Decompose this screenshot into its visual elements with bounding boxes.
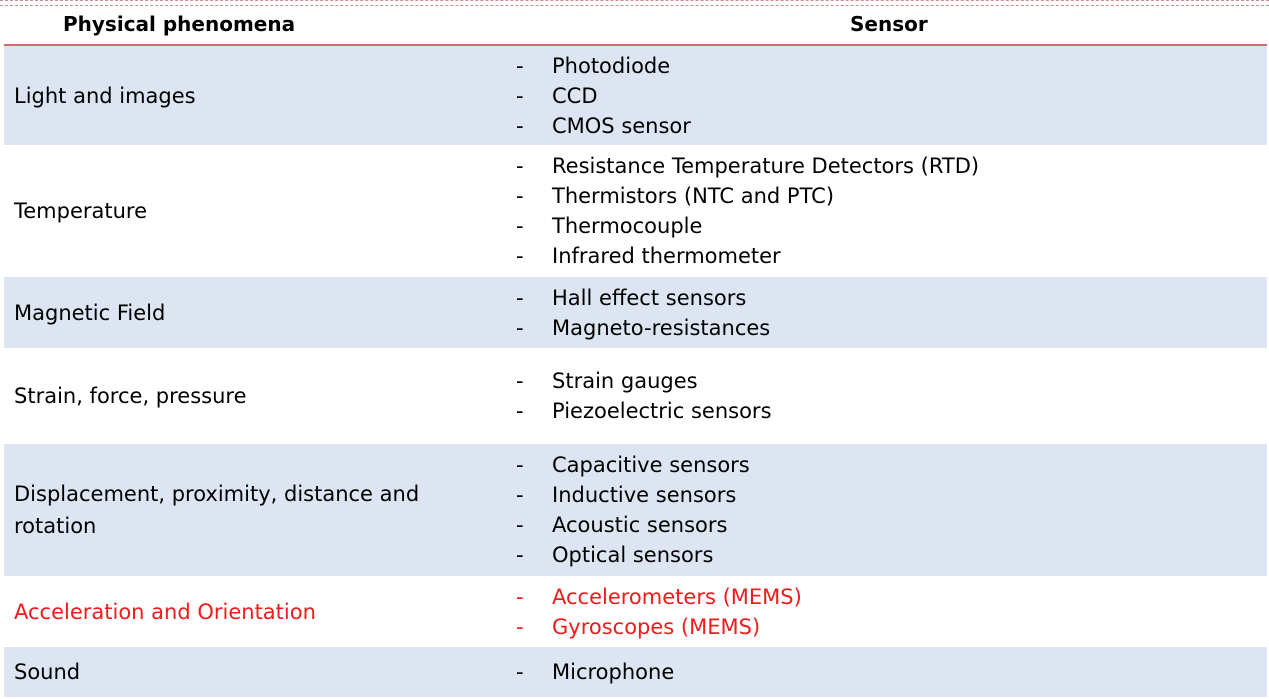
phenomenon-cell: Magnetic Field (4, 277, 506, 348)
bullet-dash: - (516, 285, 524, 310)
sensor-name: Thermistors (NTC and PTC) (552, 184, 835, 208)
list-item: - Microphone (506, 657, 1267, 687)
sensor-cell: - Hall effect sensors - Magneto-resistance… (506, 277, 1267, 348)
list-item: - Capacitive sensors (506, 450, 1267, 480)
table-row: Light and images - Photodiode - CCD - CMOS … (4, 45, 1267, 145)
sensor-name: Photodiode (552, 53, 671, 78)
bullet-dash: - (516, 184, 524, 208)
table-row: Magnetic Field - Hall effect sensors - Mag… (4, 277, 1267, 348)
bullet-dash: - (516, 513, 524, 537)
sensor-name: Accelerometers (MEMS) (552, 584, 802, 609)
sensor-name: Optical sensors (552, 543, 714, 567)
bullet-dash: - (516, 399, 524, 423)
list-item: - CMOS sensor (506, 111, 1267, 141)
phenomenon-cell: Strain, force, pressure (4, 348, 506, 444)
list-item: - Thermistors (NTC and PTC) (506, 181, 1267, 211)
list-item: - Optical sensors (506, 540, 1267, 570)
table-row: Strain, force, pressure - Strain gauges -… (4, 348, 1267, 444)
list-item: - Resistance Temperature Detectors (RTD) (506, 151, 1267, 181)
sensor-name: Acoustic sensors (552, 513, 728, 537)
sensor-name: Gyroscopes (MEMS) (552, 614, 761, 639)
list-item: - Acoustic sensors (506, 510, 1267, 540)
sensor-name: Magneto-resistances (552, 315, 771, 340)
bullet-dash: - (516, 53, 524, 78)
phenomenon-cell: Sound (4, 647, 506, 697)
list-item: - Piezoelectric sensors (506, 396, 1267, 426)
sensor-cell: - Microphone (506, 647, 1267, 697)
bullet-dash: - (516, 369, 524, 393)
sensor-cell: - Photodiode - CCD - CMOS sensor (506, 45, 1267, 145)
sensor-name: Microphone (552, 660, 675, 684)
sensor-cell: - Accelerometers (MEMS) - Gyroscopes (MEMS… (506, 576, 1267, 647)
sensor-name: Hall effect sensors (552, 285, 747, 310)
list-item: - Thermocouple (506, 211, 1267, 241)
bullet-dash: - (516, 483, 524, 507)
phenomenon-cell: Displacement, proximity, distance and ro… (4, 444, 506, 576)
bullet-dash: - (516, 543, 524, 567)
header-row: Physical phenomena Sensor (4, 4, 1267, 46)
sensor-name: Strain gauges (552, 369, 698, 393)
list-item: - Photodiode (506, 51, 1267, 81)
list-item: - Strain gauges (506, 366, 1267, 396)
phenomenon-cell: Light and images (4, 45, 506, 145)
list-item: - Inductive sensors (506, 480, 1267, 510)
header-sensor: Sensor (506, 4, 1267, 46)
sensor-name: CMOS sensor (552, 113, 691, 138)
table-row: Acceleration and Orientation - Accelerome… (4, 576, 1267, 647)
sensor-name: Thermocouple (552, 214, 703, 238)
bullet-dash: - (516, 315, 524, 340)
list-item: - Accelerometers (MEMS) (506, 582, 1267, 612)
bullet-dash: - (516, 614, 524, 639)
sensor-table: Physical phenomena Sensor Light and imag… (4, 4, 1267, 697)
sensor-name: Infrared thermometer (552, 244, 781, 268)
sensor-name: Piezoelectric sensors (552, 399, 772, 423)
header-physical-phenomena: Physical phenomena (4, 4, 506, 46)
table-row: Sound - Microphone (4, 647, 1267, 697)
bullet-dash: - (516, 154, 524, 178)
table-row: Temperature - Resistance Temperature Dete… (4, 145, 1267, 277)
sensor-cell: - Resistance Temperature Detectors (RTD) … (506, 145, 1267, 277)
phenomenon-cell: Temperature (4, 145, 506, 277)
bullet-dash: - (516, 244, 524, 268)
list-item: - Infrared thermometer (506, 241, 1267, 271)
bullet-dash: - (516, 83, 524, 108)
bullet-dash: - (516, 660, 524, 684)
sensor-cell: - Strain gauges - Piezoelectric sensors (506, 348, 1267, 444)
table-row: Displacement, proximity, distance and ro… (4, 444, 1267, 576)
list-item: - Magneto-resistances (506, 313, 1267, 343)
bullet-dash: - (516, 453, 524, 477)
sensor-name: Inductive sensors (552, 483, 737, 507)
list-item: - Gyroscopes (MEMS) (506, 612, 1267, 642)
list-item: - Hall effect sensors (506, 283, 1267, 313)
list-item: - CCD (506, 81, 1267, 111)
bullet-dash: - (516, 113, 524, 138)
sensor-name: Capacitive sensors (552, 453, 750, 477)
phenomenon-cell: Acceleration and Orientation (4, 576, 506, 647)
bullet-dash: - (516, 584, 524, 609)
sensor-name: Resistance Temperature Detectors (RTD) (552, 154, 980, 178)
bullet-dash: - (516, 214, 524, 238)
sensor-cell: - Capacitive sensors - Inductive sensors -… (506, 444, 1267, 576)
sensor-name: CCD (552, 83, 598, 108)
